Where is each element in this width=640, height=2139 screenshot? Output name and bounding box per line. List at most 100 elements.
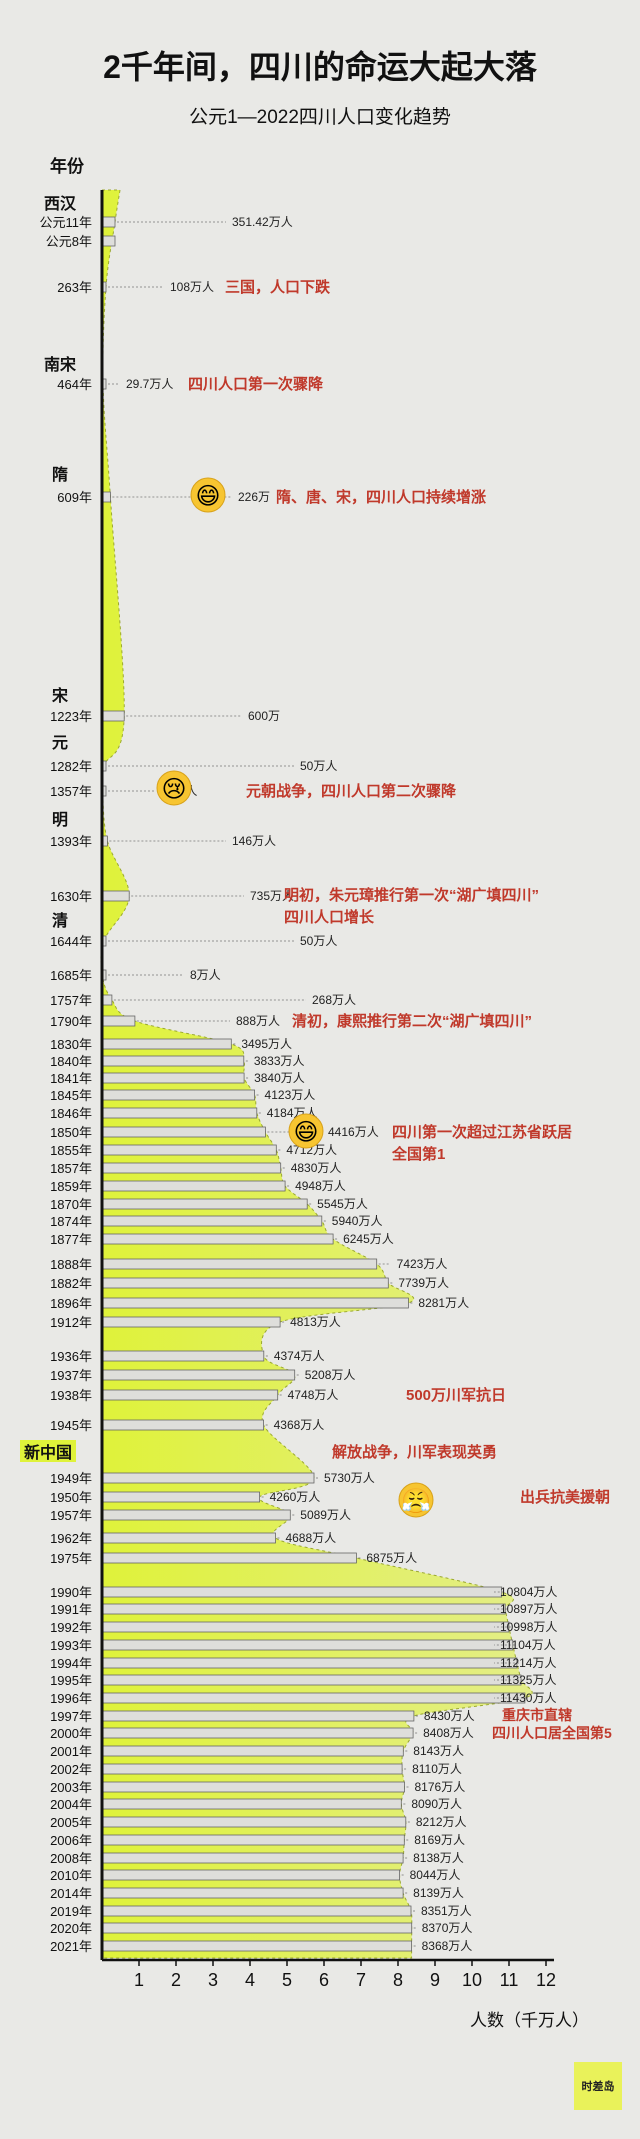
bar [101, 1369, 296, 1381]
category-label: 1850年 [50, 1125, 92, 1140]
bar [101, 1532, 276, 1544]
category-label: 1223年 [50, 709, 92, 724]
category-label: 1992年 [50, 1620, 92, 1635]
value-label: 888万人 [236, 1014, 280, 1028]
bar [101, 1710, 415, 1722]
era-label: 元 [52, 735, 68, 752]
category-label: 1888年 [50, 1257, 92, 1272]
x-tick-label: 2 [171, 1970, 181, 1990]
category-label: 2020年 [50, 1921, 92, 1936]
annotation-text: 四川人口第一次骤降 [188, 375, 324, 393]
annotation-text: 四川第一次超过江苏省跃居 [392, 1123, 572, 1141]
category-label: 1685年 [50, 968, 92, 983]
category-label: 1993年 [50, 1638, 92, 1653]
x-tick-label: 4 [245, 1970, 255, 1990]
x-tick-label: 8 [393, 1970, 403, 1990]
bar [101, 1552, 357, 1564]
x-tick-label: 6 [319, 1970, 329, 1990]
value-label: 8169万人 [414, 1833, 465, 1847]
value-label: 5208万人 [305, 1368, 356, 1382]
category-label: 1790年 [50, 1014, 92, 1029]
era-label: 隋 [52, 465, 68, 484]
value-label: 11325万人 [500, 1673, 556, 1687]
category-label: 1996年 [50, 1691, 92, 1706]
annotation-text: 隋、唐、宋，四川人口持续增涨 [276, 488, 486, 506]
annotation-text: 四川人口增长 [284, 908, 375, 926]
category-label: 2010年 [50, 1868, 92, 1883]
emoji-icon: 😤 [401, 1488, 431, 1515]
value-label: 29.7万人 [126, 377, 173, 391]
bar [101, 1816, 407, 1828]
bar [101, 1072, 245, 1084]
bar [101, 1277, 389, 1289]
category-label: 2006年 [50, 1833, 92, 1848]
category-label: 公元11年 [40, 215, 93, 230]
bar [101, 1727, 414, 1739]
bar [101, 1781, 405, 1793]
annotation-text: 三国，人口下跌 [225, 279, 331, 296]
category-label: 1990年 [50, 1585, 92, 1600]
category-label: 263年 [57, 280, 92, 295]
era-label: 明 [52, 811, 68, 829]
x-tick-label: 1 [134, 1970, 144, 1990]
annotation-text: 元朝战争，四川人口第二次骤降 [246, 782, 457, 800]
category-label: 1945年 [50, 1418, 92, 1433]
value-label: 4830万人 [291, 1161, 342, 1175]
bar [101, 1603, 506, 1615]
bar [101, 1869, 401, 1881]
category-label: 1857年 [50, 1161, 92, 1176]
bar [101, 1798, 402, 1810]
bar [101, 1015, 136, 1027]
category-label: 1912年 [50, 1315, 92, 1330]
category-label: 1855年 [50, 1143, 92, 1158]
category-label: 1962年 [50, 1531, 92, 1546]
value-label: 4123万人 [265, 1088, 316, 1102]
value-label: 8408万人 [423, 1726, 474, 1740]
value-label: 8370万人 [422, 1921, 473, 1935]
value-label: 8139万人 [413, 1886, 464, 1900]
bar [101, 1922, 413, 1934]
value-label: 8212万人 [416, 1815, 467, 1829]
category-label: 2021年 [50, 1939, 92, 1954]
emoji-face-icon [288, 1113, 324, 1149]
bar [101, 1055, 245, 1067]
value-label: 10998万人 [500, 1620, 557, 1634]
category-label: 1830年 [50, 1037, 92, 1052]
value-label: 8044万人 [410, 1868, 461, 1882]
bar [101, 1940, 413, 1952]
value-label: 4260万人 [270, 1490, 321, 1504]
y-axis-title: 年份 [50, 156, 85, 176]
value-label: 4374万人 [274, 1349, 325, 1363]
value-label: 4688万人 [285, 1531, 336, 1545]
bar [101, 1887, 404, 1899]
bar [101, 890, 130, 902]
bar [101, 1852, 404, 1864]
value-label: 8110万人 [412, 1762, 462, 1776]
value-label: 146万人 [232, 834, 276, 848]
value-label: 8430万人 [424, 1709, 475, 1723]
chart-title: 2千年间，四川的命运大起大落 [103, 49, 537, 85]
era-label: 宋 [51, 686, 69, 705]
annotation-text: 解放战争，川军表现英勇 [332, 1443, 497, 1461]
category-label: 2014年 [50, 1886, 92, 1901]
category-label: 1957年 [50, 1508, 92, 1523]
bar [101, 1472, 315, 1484]
value-label: 8138万人 [413, 1851, 464, 1865]
annotation-text: 500万川军抗日 [406, 1386, 506, 1404]
bar [101, 1180, 286, 1192]
value-label: 735万人 [250, 889, 294, 903]
category-label: 1846年 [50, 1106, 92, 1121]
era-label: 南宋 [44, 355, 77, 374]
category-label: 1950年 [50, 1490, 92, 1505]
bar [101, 1107, 258, 1119]
category-label: 1991年 [50, 1602, 92, 1617]
category-label: 1997年 [50, 1709, 92, 1724]
category-label: 1870年 [50, 1197, 92, 1212]
brand-stamp: 时差岛 [574, 2062, 622, 2110]
value-label: 7423万人 [397, 1257, 448, 1271]
value-label: 108万人 [170, 280, 214, 294]
value-label: 8176万人 [415, 1780, 466, 1794]
bar [101, 1126, 266, 1138]
category-label: 1357年 [50, 784, 92, 799]
